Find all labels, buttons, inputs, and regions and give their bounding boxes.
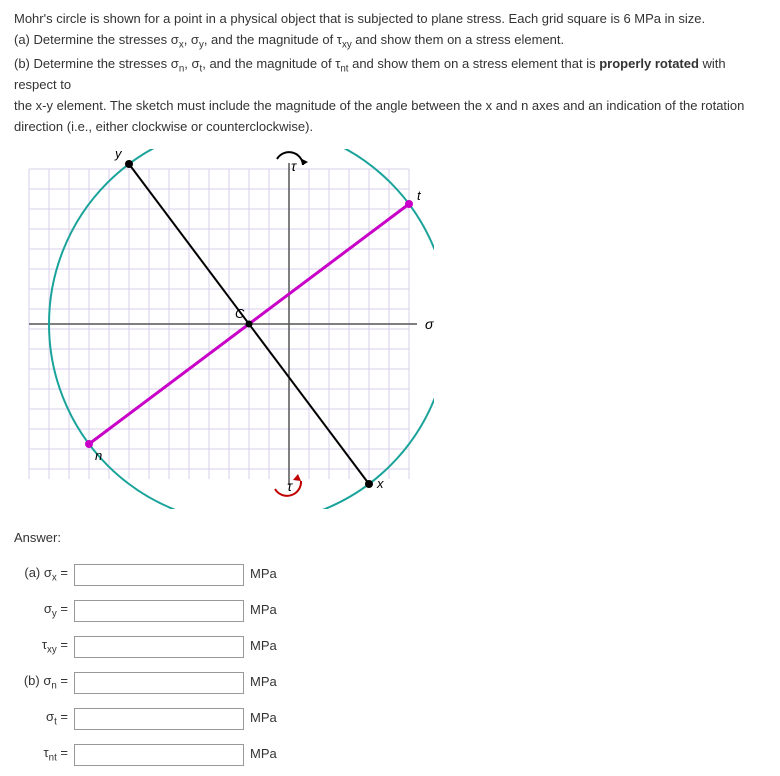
problem-line-2: (a) Determine the stresses σx, σy, and t… — [14, 31, 766, 53]
svg-text:C: C — [235, 306, 245, 321]
mohrs-circle-svg: σ Cx y n t τ τ — [14, 149, 434, 509]
svg-text:τ: τ — [291, 158, 297, 174]
answer-label: τnt = — [14, 744, 74, 766]
problem-line-3: (b) Determine the stresses σn, σt, and t… — [14, 55, 766, 96]
svg-text:x: x — [376, 476, 384, 491]
problem-line-4: the x-y element. The sketch must include… — [14, 97, 766, 116]
answer-heading: Answer: — [14, 529, 766, 548]
answer-input-nt[interactable] — [74, 744, 244, 766]
answer-label: (a) σx = — [14, 564, 74, 586]
answer-input-t[interactable] — [74, 708, 244, 730]
answer-label: (b) σn = — [14, 672, 74, 694]
answer-unit: MPa — [244, 637, 294, 656]
answer-input-xy[interactable] — [74, 636, 244, 658]
problem-line-1: Mohr's circle is shown for a point in a … — [14, 10, 766, 29]
answers-grid: (a) σx = MPa σy = MPa τxy = MPa (b) σn = MPa σt … — [14, 564, 766, 766]
answer-label: σy = — [14, 600, 74, 622]
answer-input-x[interactable] — [74, 564, 244, 586]
svg-text:τ: τ — [287, 478, 293, 494]
mohrs-circle-figure: σ Cx y n t τ τ — [14, 149, 766, 515]
svg-text:σ: σ — [425, 316, 434, 332]
answer-input-n[interactable] — [74, 672, 244, 694]
answer-unit: MPa — [244, 601, 294, 620]
answer-input-y[interactable] — [74, 600, 244, 622]
answer-label: τxy = — [14, 636, 74, 658]
svg-text:t: t — [417, 188, 422, 203]
answer-unit: MPa — [244, 745, 294, 764]
svg-text:n: n — [95, 448, 102, 463]
answer-label: σt = — [14, 708, 74, 730]
answer-unit: MPa — [244, 673, 294, 692]
answer-unit: MPa — [244, 565, 294, 584]
answer-unit: MPa — [244, 709, 294, 728]
svg-text:y: y — [114, 149, 123, 161]
problem-line-5: direction (i.e., either clockwise or cou… — [14, 118, 766, 137]
problem-statement: Mohr's circle is shown for a point in a … — [14, 10, 766, 137]
